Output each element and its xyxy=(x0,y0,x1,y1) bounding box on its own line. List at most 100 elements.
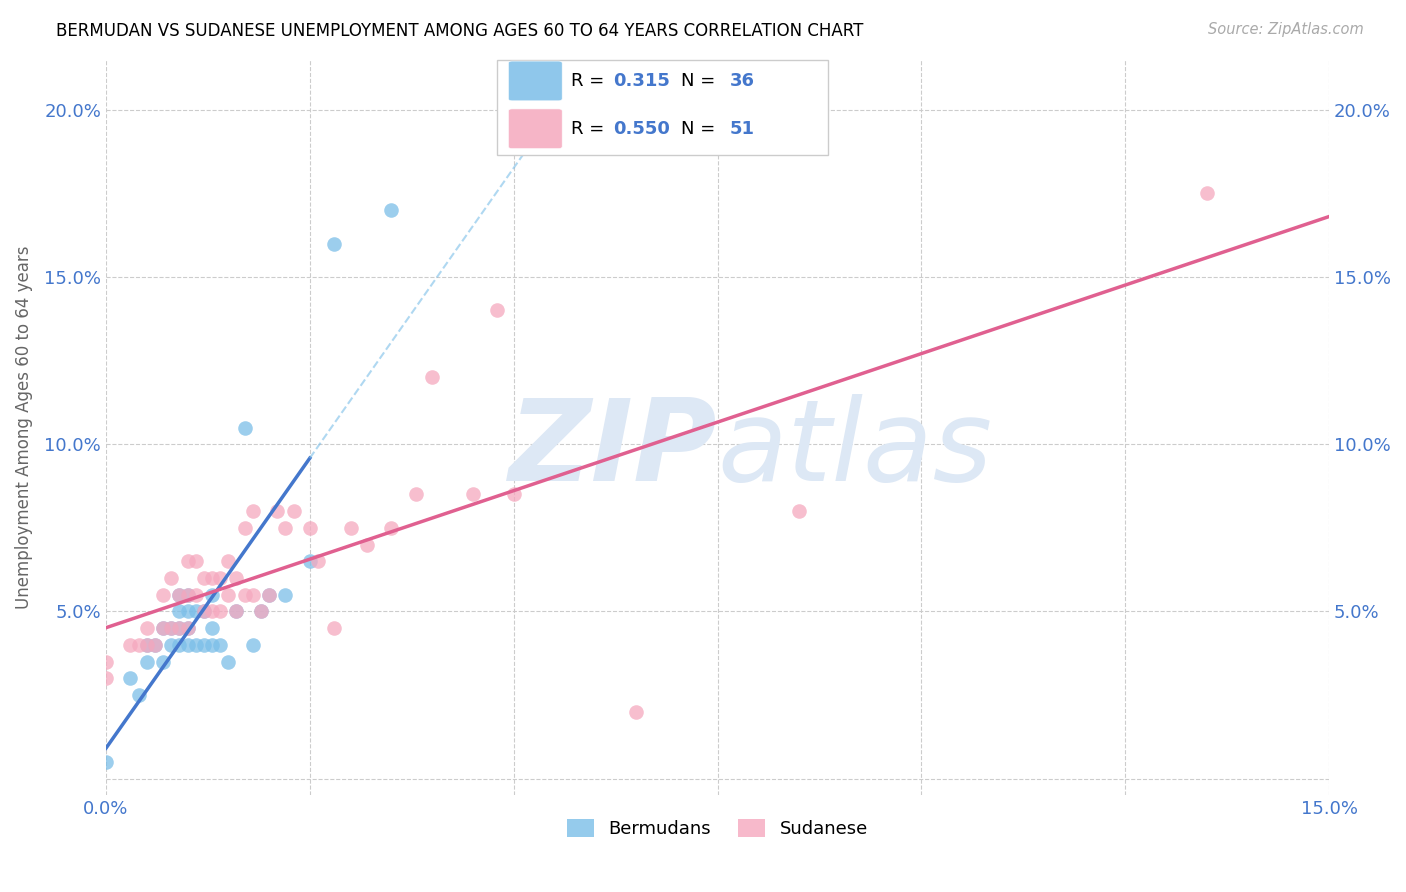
Text: ZIP: ZIP xyxy=(509,394,717,505)
Point xyxy=(323,621,346,635)
Point xyxy=(257,588,280,602)
Text: N =: N = xyxy=(681,120,721,137)
Point xyxy=(169,638,191,652)
Point xyxy=(201,571,224,585)
Point xyxy=(209,571,232,585)
Point xyxy=(307,554,329,568)
Text: Source: ZipAtlas.com: Source: ZipAtlas.com xyxy=(1208,22,1364,37)
Point xyxy=(176,638,198,652)
Text: atlas: atlas xyxy=(717,394,993,505)
Point xyxy=(169,604,191,618)
Text: BERMUDAN VS SUDANESE UNEMPLOYMENT AMONG AGES 60 TO 64 YEARS CORRELATION CHART: BERMUDAN VS SUDANESE UNEMPLOYMENT AMONG … xyxy=(56,22,863,40)
Text: R =: R = xyxy=(571,120,610,137)
Point xyxy=(225,604,247,618)
Point xyxy=(143,638,166,652)
Point xyxy=(128,688,150,702)
Point xyxy=(217,554,239,568)
Point xyxy=(94,655,117,669)
Point xyxy=(184,554,207,568)
Point xyxy=(461,487,484,501)
Point xyxy=(250,604,273,618)
Point xyxy=(201,621,224,635)
Point xyxy=(152,588,174,602)
Point xyxy=(1195,186,1218,201)
Point xyxy=(201,638,224,652)
Point xyxy=(120,671,142,685)
Point xyxy=(135,621,157,635)
Point xyxy=(233,420,256,434)
Point xyxy=(266,504,288,518)
Point xyxy=(356,537,378,551)
Point xyxy=(169,588,191,602)
Point xyxy=(152,621,174,635)
Point xyxy=(135,638,157,652)
Text: 36: 36 xyxy=(730,72,755,90)
Point xyxy=(169,621,191,635)
Text: 0.550: 0.550 xyxy=(613,120,671,137)
Point xyxy=(242,588,264,602)
Point xyxy=(160,571,183,585)
Point xyxy=(242,638,264,652)
Point xyxy=(152,655,174,669)
Point xyxy=(209,638,232,652)
Point xyxy=(135,655,157,669)
Point xyxy=(283,504,305,518)
Point xyxy=(339,521,361,535)
Point xyxy=(94,671,117,685)
Point xyxy=(160,621,183,635)
Text: N =: N = xyxy=(681,72,721,90)
Point xyxy=(380,203,402,218)
Point xyxy=(128,638,150,652)
Point xyxy=(217,588,239,602)
Text: 0.315: 0.315 xyxy=(613,72,671,90)
Point xyxy=(298,521,321,535)
Point xyxy=(193,604,215,618)
Y-axis label: Unemployment Among Ages 60 to 64 years: Unemployment Among Ages 60 to 64 years xyxy=(15,246,32,609)
Point xyxy=(787,504,810,518)
Point xyxy=(193,604,215,618)
Point xyxy=(225,571,247,585)
Point xyxy=(160,638,183,652)
Point xyxy=(217,655,239,669)
FancyBboxPatch shape xyxy=(509,61,562,101)
Text: 51: 51 xyxy=(730,120,755,137)
Point xyxy=(242,504,264,518)
Point xyxy=(420,370,443,384)
Legend: Bermudans, Sudanese: Bermudans, Sudanese xyxy=(560,812,876,846)
Point xyxy=(176,621,198,635)
Point xyxy=(193,638,215,652)
Point xyxy=(502,487,524,501)
Point xyxy=(624,705,647,719)
Point xyxy=(380,521,402,535)
Point xyxy=(257,588,280,602)
Point xyxy=(176,554,198,568)
FancyBboxPatch shape xyxy=(498,60,828,155)
Point xyxy=(298,554,321,568)
Point xyxy=(250,604,273,618)
Point xyxy=(94,755,117,769)
Point xyxy=(323,236,346,251)
Point xyxy=(233,521,256,535)
Point xyxy=(209,604,232,618)
Point xyxy=(274,588,297,602)
Point xyxy=(184,588,207,602)
Point xyxy=(169,588,191,602)
Point xyxy=(233,588,256,602)
Point xyxy=(193,571,215,585)
Text: R =: R = xyxy=(571,72,610,90)
Point xyxy=(176,604,198,618)
Point xyxy=(274,521,297,535)
Point xyxy=(184,604,207,618)
Point xyxy=(184,638,207,652)
Point xyxy=(486,303,509,318)
Point xyxy=(120,638,142,652)
Point xyxy=(225,604,247,618)
Point xyxy=(160,621,183,635)
Point xyxy=(143,638,166,652)
Point xyxy=(201,604,224,618)
Point xyxy=(405,487,427,501)
Point xyxy=(201,588,224,602)
Point xyxy=(152,621,174,635)
Point xyxy=(176,588,198,602)
Point xyxy=(176,588,198,602)
